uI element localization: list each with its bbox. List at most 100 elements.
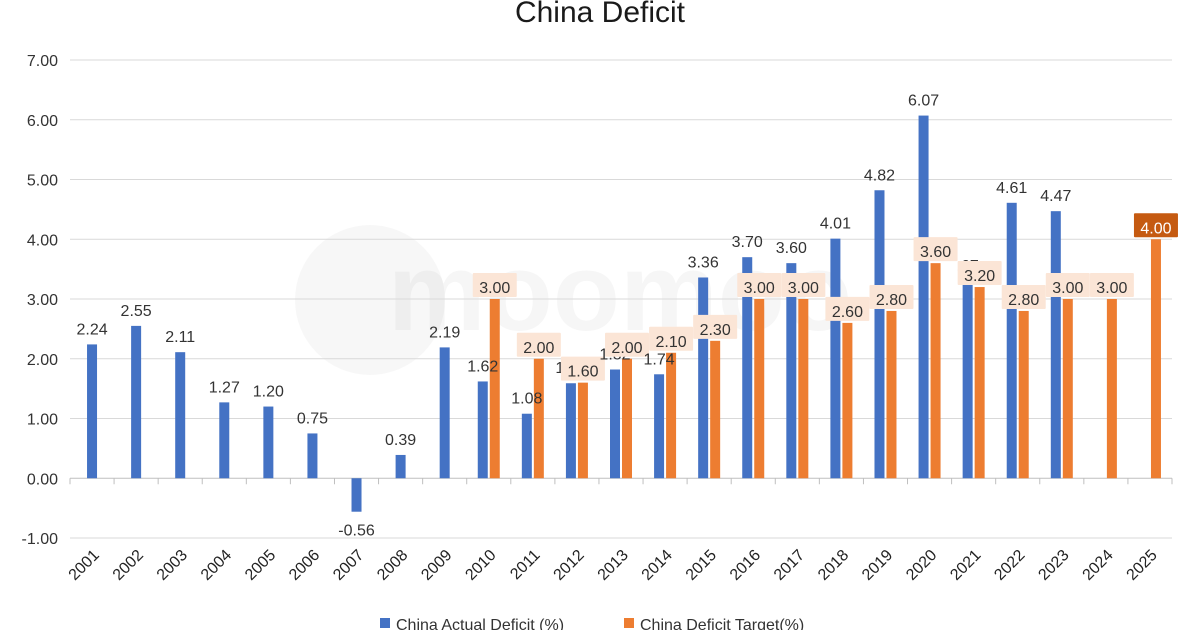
bar-deficit-target — [886, 310, 897, 479]
bar-actual-deficit — [874, 190, 885, 479]
data-label-target-box — [1133, 213, 1178, 238]
x-tick-label: 2006 — [286, 547, 323, 584]
data-label-actual: 2.19 — [429, 324, 460, 341]
x-tick-label: 2017 — [771, 547, 808, 584]
y-tick-label: 4.00 — [27, 232, 58, 249]
data-label-actual: 3.60 — [776, 240, 807, 257]
bar-actual-deficit — [962, 281, 973, 479]
data-label-actual: 4.47 — [1040, 188, 1071, 205]
data-label-target: 2.30 — [700, 322, 731, 339]
data-label-target-box — [605, 332, 649, 357]
data-label-target: 2.60 — [832, 304, 863, 321]
data-label-target-box — [1001, 284, 1046, 309]
gridlines — [69, 59, 1173, 539]
data-label-target: 2.00 — [611, 340, 642, 357]
y-tick-label: 1.00 — [27, 412, 58, 429]
legend: China Actual Deficit (%) China Deficit Ta… — [380, 617, 804, 630]
legend-label: China Actual Deficit (%) — [396, 617, 564, 630]
bar-actual-deficit — [395, 454, 406, 479]
data-label-target: 2.80 — [876, 292, 907, 309]
bar-actual-deficit — [439, 347, 450, 479]
data-label-actual: 0.39 — [385, 432, 416, 449]
bar-actual-deficit — [918, 115, 929, 479]
bar-deficit-target — [842, 322, 853, 479]
y-tick-label: -1.00 — [22, 531, 59, 548]
data-label-target-box — [737, 273, 782, 297]
bar-actual-deficit — [521, 413, 532, 479]
x-tick-label: 2016 — [727, 547, 764, 584]
data-label-actual: 1.20 — [253, 384, 284, 401]
bar-actual-deficit — [1050, 211, 1061, 479]
x-tick-label: 2018 — [815, 547, 852, 584]
bar-actual-deficit — [477, 381, 488, 479]
x-tick-label: 2009 — [418, 547, 455, 584]
bar-actual-deficit — [175, 352, 186, 479]
y-tick-label: 6.00 — [27, 113, 58, 130]
data-label-target-box — [913, 237, 958, 262]
bar-actual-deficit — [742, 257, 753, 479]
watermark-logo-icon — [295, 225, 445, 375]
bar-actual-deficit — [307, 433, 318, 479]
bar-actual-deficit — [1006, 202, 1017, 479]
data-label-target: 2.10 — [656, 334, 687, 351]
bar-deficit-target — [533, 358, 544, 479]
data-label-target: 3.00 — [744, 280, 775, 297]
x-tick-label: 2014 — [639, 547, 676, 584]
data-label-target-box — [1045, 273, 1090, 297]
x-axis: 2001 2002 2003 2004 2005 2006 2007 2008 2009 2010… — [66, 547, 1161, 584]
data-label-actual: 4.61 — [996, 180, 1027, 197]
bar-actual-deficit — [263, 406, 274, 479]
x-tick-label: 2001 — [66, 547, 103, 584]
data-label-actual: 2.55 — [121, 303, 152, 320]
bar-deficit-target — [754, 299, 765, 479]
bar-deficit-target — [1062, 299, 1073, 479]
y-tick-label: 3.00 — [27, 292, 58, 309]
bar-deficit-target — [1106, 299, 1117, 479]
data-label-actual: 1.74 — [644, 351, 675, 368]
data-label-target-box — [781, 273, 826, 297]
y-tick-label: 5.00 — [27, 173, 58, 190]
data-label-target: 3.60 — [920, 244, 951, 261]
data-label-actual: 4.01 — [820, 216, 851, 233]
data-label-target: 3.20 — [964, 268, 995, 285]
data-label-target-box — [869, 284, 914, 309]
bar-actual-deficit — [131, 325, 142, 479]
bar-deficit-target — [710, 340, 721, 479]
bar-actual-deficit — [351, 478, 362, 512]
x-tick-label: 2022 — [991, 547, 1028, 584]
data-label-actual: 3.36 — [688, 254, 719, 271]
data-label-target-box — [516, 332, 561, 357]
y-tick-label: 2.00 — [27, 352, 58, 369]
x-tick-label: 2020 — [903, 547, 940, 584]
data-label-actual: 4.82 — [864, 167, 895, 184]
x-tick-label: 2011 — [507, 547, 543, 583]
data-label-actual: 3.70 — [732, 234, 763, 251]
x-tick-label: 2008 — [374, 547, 411, 584]
x-tick-label: 2019 — [859, 547, 896, 584]
x-tick-label: 2025 — [1124, 547, 1161, 584]
watermark: moomoo — [295, 225, 852, 375]
chart-title: China Deficit — [515, 0, 686, 29]
data-label-target-box — [649, 326, 694, 351]
x-tick-label: 2005 — [242, 547, 279, 584]
bar-actual-deficit — [610, 369, 620, 479]
bar-actual-deficit — [87, 344, 98, 479]
bar-actual-deficit — [786, 263, 797, 479]
x-tick-label: 2013 — [595, 547, 632, 584]
data-label-actual: 0.75 — [297, 410, 328, 427]
data-label-actual: 6.07 — [908, 93, 939, 110]
bar-deficit-target — [974, 287, 985, 479]
data-label-target: 4.00 — [1140, 220, 1171, 237]
x-tick-label: 2024 — [1080, 547, 1117, 584]
y-tick-label: 7.00 — [27, 53, 58, 70]
data-label-target-box — [560, 356, 605, 381]
bar-actual-deficit — [565, 383, 576, 479]
data-label-target: 2.80 — [1008, 292, 1039, 309]
data-label-target-box — [957, 261, 1002, 286]
data-label-target-box — [693, 314, 738, 339]
bar-deficit-target — [666, 352, 677, 479]
data-labels: 2.24 2.55 2.11 1.27 1.20 0.75 -0.56 0.39 2.19 1.6… — [76, 93, 1178, 540]
data-label-target-box — [1089, 273, 1134, 297]
